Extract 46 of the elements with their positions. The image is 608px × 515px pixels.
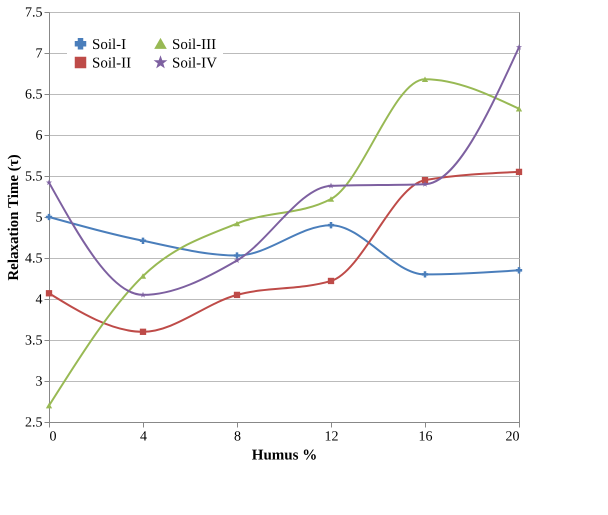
y-axis-title: Relaxation Time (τ) bbox=[6, 154, 22, 281]
x-tick-label: 8 bbox=[234, 430, 241, 444]
point bbox=[516, 168, 522, 176]
y-tick-label: 5 bbox=[36, 210, 42, 226]
x-tick-label: 0 bbox=[50, 430, 56, 444]
point bbox=[46, 214, 52, 220]
point bbox=[234, 252, 240, 259]
y-tick-label: 6 bbox=[36, 128, 42, 144]
x-tick-label: 16 bbox=[418, 430, 432, 444]
legend-label: Soil-III bbox=[172, 36, 216, 53]
point bbox=[328, 222, 334, 228]
legend-label: Soil-II bbox=[92, 56, 132, 72]
y-tick-label: 3 bbox=[36, 374, 42, 390]
point bbox=[516, 106, 522, 112]
point bbox=[422, 76, 428, 82]
y-tick-label: 4.5 bbox=[25, 252, 42, 266]
point bbox=[422, 181, 428, 187]
x-tick-label: 12 bbox=[324, 430, 338, 444]
point bbox=[328, 278, 334, 284]
y-tick-label: 7.5 bbox=[25, 6, 42, 20]
point bbox=[328, 182, 334, 188]
point bbox=[516, 267, 522, 274]
point bbox=[140, 292, 146, 298]
x-axis-title: Humus % bbox=[252, 448, 318, 464]
y-tick-label: 6.5 bbox=[25, 88, 42, 102]
point bbox=[234, 257, 240, 264]
x-tick-label: 20 bbox=[506, 430, 520, 444]
point bbox=[140, 328, 146, 335]
point bbox=[140, 238, 146, 244]
y-tick-label: 5.5 bbox=[25, 170, 42, 184]
legend-label: Soil-IV bbox=[172, 56, 218, 72]
point bbox=[46, 402, 52, 408]
y-tick-label: 4 bbox=[36, 292, 42, 308]
y-tick-label: 7 bbox=[36, 46, 42, 62]
point bbox=[46, 290, 52, 296]
point bbox=[140, 273, 146, 279]
legend-label: Soil-I bbox=[92, 36, 126, 53]
y-tick-label: 2.5 bbox=[25, 416, 42, 430]
x-tick-label: 4 bbox=[140, 430, 147, 444]
y-tick-label: 3.5 bbox=[25, 334, 42, 348]
point bbox=[46, 179, 52, 186]
point bbox=[234, 292, 240, 298]
point bbox=[516, 44, 522, 50]
point bbox=[422, 271, 428, 278]
point bbox=[234, 220, 240, 226]
point bbox=[328, 196, 334, 202]
